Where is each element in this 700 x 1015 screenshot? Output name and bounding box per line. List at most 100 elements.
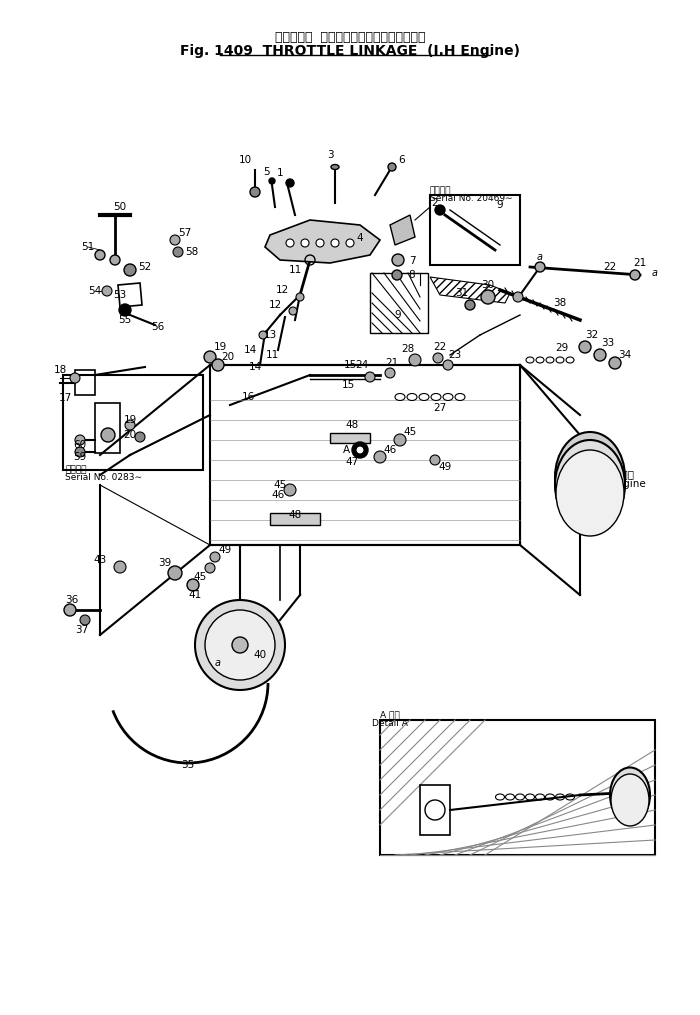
Text: 29: 29 bbox=[555, 343, 568, 353]
Circle shape bbox=[232, 637, 248, 653]
Text: 32: 32 bbox=[585, 330, 598, 340]
Circle shape bbox=[301, 239, 309, 247]
Circle shape bbox=[286, 239, 294, 247]
Text: 48: 48 bbox=[345, 420, 358, 430]
Circle shape bbox=[204, 351, 216, 363]
Polygon shape bbox=[265, 220, 380, 263]
Text: エンジン: エンジン bbox=[610, 469, 635, 479]
Circle shape bbox=[430, 455, 440, 465]
Circle shape bbox=[346, 239, 354, 247]
Text: 48: 48 bbox=[288, 510, 302, 520]
Circle shape bbox=[365, 373, 375, 382]
Bar bbox=[210, 365, 520, 545]
Text: 41: 41 bbox=[188, 590, 202, 600]
Circle shape bbox=[110, 255, 120, 265]
Circle shape bbox=[259, 331, 267, 339]
Text: 55: 55 bbox=[118, 315, 132, 325]
Text: 45: 45 bbox=[403, 427, 416, 437]
Circle shape bbox=[435, 205, 445, 215]
Circle shape bbox=[173, 247, 183, 257]
Text: 34: 34 bbox=[618, 350, 631, 360]
Text: 28: 28 bbox=[401, 344, 414, 354]
Bar bbox=[420, 785, 450, 835]
Text: Engine: Engine bbox=[610, 479, 645, 489]
Text: 47: 47 bbox=[345, 457, 358, 467]
Bar bbox=[95, 403, 120, 453]
Bar bbox=[370, 273, 428, 333]
Ellipse shape bbox=[555, 432, 625, 522]
Text: スロットル  リンケージ（インタエンジン）: スロットル リンケージ（インタエンジン） bbox=[274, 30, 426, 44]
Bar bbox=[430, 195, 520, 265]
Circle shape bbox=[409, 354, 421, 366]
Text: 21: 21 bbox=[386, 358, 398, 368]
Circle shape bbox=[630, 270, 640, 280]
Text: 9: 9 bbox=[395, 310, 401, 320]
Circle shape bbox=[289, 307, 297, 315]
Text: 49: 49 bbox=[438, 462, 452, 472]
Text: 適用号等: 適用号等 bbox=[65, 465, 87, 474]
Circle shape bbox=[481, 290, 495, 304]
Text: 60: 60 bbox=[74, 439, 87, 450]
Circle shape bbox=[579, 341, 591, 353]
Circle shape bbox=[187, 579, 199, 591]
Circle shape bbox=[609, 357, 621, 369]
Text: 18: 18 bbox=[53, 365, 66, 375]
Text: 56: 56 bbox=[151, 322, 164, 332]
Text: 11: 11 bbox=[288, 265, 302, 275]
Circle shape bbox=[331, 239, 339, 247]
Text: 9: 9 bbox=[497, 200, 503, 210]
Text: 10: 10 bbox=[239, 155, 251, 165]
Text: 1: 1 bbox=[276, 168, 284, 178]
Text: 5: 5 bbox=[264, 167, 270, 177]
Text: A 詳図: A 詳図 bbox=[380, 710, 400, 720]
Text: a: a bbox=[215, 658, 221, 668]
Circle shape bbox=[513, 292, 523, 302]
Text: 27: 27 bbox=[433, 403, 447, 413]
Circle shape bbox=[465, 300, 475, 310]
Circle shape bbox=[286, 179, 294, 187]
Text: 49: 49 bbox=[218, 545, 232, 555]
Text: 24: 24 bbox=[356, 360, 369, 370]
Text: 12: 12 bbox=[268, 300, 281, 310]
Text: 7: 7 bbox=[409, 256, 415, 266]
Text: 16: 16 bbox=[241, 392, 255, 402]
Text: 23: 23 bbox=[449, 350, 461, 360]
Circle shape bbox=[205, 563, 215, 573]
Ellipse shape bbox=[555, 439, 625, 530]
Text: 20: 20 bbox=[123, 430, 136, 439]
Circle shape bbox=[135, 432, 145, 442]
Circle shape bbox=[443, 360, 453, 370]
Text: 45: 45 bbox=[274, 480, 286, 490]
Text: 40: 40 bbox=[253, 650, 267, 660]
Bar bbox=[380, 720, 655, 855]
Bar bbox=[63, 375, 203, 470]
Text: 3: 3 bbox=[327, 150, 333, 160]
Text: 13: 13 bbox=[263, 330, 276, 340]
Circle shape bbox=[75, 435, 85, 445]
Circle shape bbox=[296, 293, 304, 301]
Text: 36: 36 bbox=[65, 595, 78, 605]
Ellipse shape bbox=[611, 774, 649, 826]
Circle shape bbox=[374, 451, 386, 463]
Text: 51: 51 bbox=[81, 242, 94, 252]
Text: Serial No. 20469∼: Serial No. 20469∼ bbox=[430, 194, 512, 203]
Circle shape bbox=[388, 163, 396, 171]
Circle shape bbox=[356, 446, 364, 454]
Text: a: a bbox=[652, 268, 658, 278]
Text: 43: 43 bbox=[93, 555, 106, 565]
Circle shape bbox=[64, 604, 76, 616]
Text: 適用号等: 適用号等 bbox=[430, 186, 452, 195]
Circle shape bbox=[125, 420, 135, 430]
Text: 50: 50 bbox=[113, 202, 127, 212]
Text: 12: 12 bbox=[275, 285, 288, 295]
Circle shape bbox=[392, 270, 402, 280]
Circle shape bbox=[195, 600, 285, 690]
Circle shape bbox=[168, 566, 182, 580]
Text: 57: 57 bbox=[178, 228, 192, 238]
Text: a: a bbox=[537, 252, 543, 262]
Text: 19: 19 bbox=[214, 342, 227, 352]
Text: 15: 15 bbox=[342, 380, 355, 390]
Circle shape bbox=[250, 187, 260, 197]
Text: 4: 4 bbox=[357, 233, 363, 243]
Bar bbox=[270, 513, 320, 525]
